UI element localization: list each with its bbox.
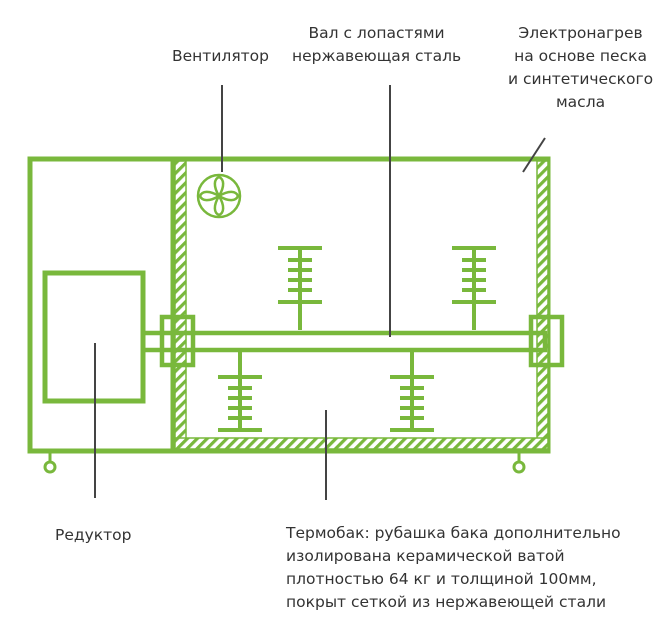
tank-jacket-bottom — [174, 437, 549, 450]
wheel-icon-left — [43, 451, 57, 474]
tank-label-line: плотностью 64 кг и толщиной 100мм, — [286, 570, 597, 588]
blade-lower-left — [218, 352, 262, 432]
bearing-right — [528, 314, 565, 368]
tank-jacket-left — [174, 160, 187, 450]
blade-lower-right — [390, 352, 434, 432]
blade-upper-right — [452, 246, 496, 330]
shaft-label-line: Вал с лопастями — [308, 24, 445, 42]
shaft — [140, 330, 548, 353]
blade-upper-left — [278, 246, 322, 330]
heater-label: Электронагрев на основе песка и синтетич… — [508, 22, 653, 114]
tank-label: Термобак: рубашка бака дополнительно изо… — [286, 522, 621, 614]
tank-jacket-right — [536, 160, 549, 450]
heater-label-line: масла — [555, 93, 606, 111]
bearing-left — [159, 314, 196, 368]
heater-label-line: Электронагрев — [518, 24, 643, 42]
shaft-label-line: нержавеющая сталь — [292, 47, 462, 65]
fan-label: Вентилятор — [172, 47, 269, 65]
shaft-label: Вал с лопастями нержавеющая сталь — [292, 22, 461, 68]
tank-label-line: Термобак: рубашка бака дополнительно — [286, 524, 621, 542]
heater-label-line: на основе песка — [514, 47, 647, 65]
fan-icon — [196, 173, 242, 219]
tank-label-line: покрыт сеткой из нержавеющей стали — [286, 593, 607, 611]
wheel-icon-right — [512, 451, 526, 474]
tank-label-line: изолирована керамической ватой — [286, 547, 565, 565]
housing-frame — [27, 156, 551, 454]
heater-leader-line — [522, 137, 546, 173]
heater-label-line: и синтетического — [508, 70, 654, 88]
reducer-label: Редуктор — [55, 526, 132, 544]
